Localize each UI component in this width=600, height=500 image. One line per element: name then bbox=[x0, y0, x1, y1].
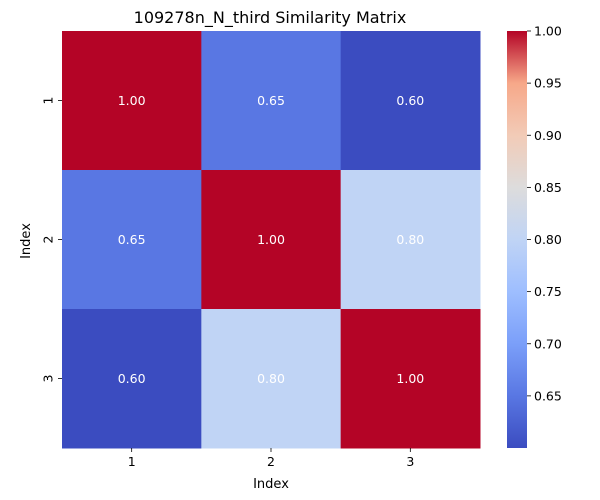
heatmap-cell bbox=[340, 309, 481, 449]
cell-value-label: 1.00 bbox=[396, 371, 424, 386]
colorbar-ticks: 1.00 0.95 0.90 0.85 0.80 0.75 0.70 0.65 bbox=[527, 24, 562, 403]
heatmap-cell bbox=[340, 31, 481, 171]
y-tick-label: 3 bbox=[40, 375, 55, 383]
cell-value-label: 1.00 bbox=[118, 93, 146, 108]
y-tick-label: 1 bbox=[40, 97, 55, 105]
x-tick-label: 2 bbox=[267, 454, 275, 469]
heatmap-cell bbox=[201, 170, 342, 310]
colorbar-tick-label: 0.75 bbox=[534, 284, 562, 299]
heatmap-cells: 1.00 0.65 0.60 0.65 1.00 0.80 0.60 0.80 1.00 bbox=[62, 31, 481, 449]
cell-value-label: 0.80 bbox=[396, 232, 424, 247]
cell-value-label: 0.65 bbox=[257, 93, 285, 108]
colorbar-tick-label: 0.95 bbox=[534, 76, 562, 91]
heatmap-cell bbox=[340, 170, 481, 310]
colorbar-tick-label: 1.00 bbox=[534, 24, 562, 39]
colorbar-tick-label: 0.65 bbox=[534, 388, 562, 403]
x-axis-label: Index bbox=[253, 477, 289, 492]
colorbar-tick-label: 0.70 bbox=[534, 336, 562, 351]
x-axis: 1 2 3 bbox=[128, 448, 414, 469]
colorbar-tick-label: 0.85 bbox=[534, 180, 562, 195]
heatmap-cell bbox=[62, 31, 202, 171]
y-axis: 1 2 3 bbox=[40, 97, 62, 383]
cell-value-label: 0.60 bbox=[118, 371, 146, 386]
cell-value-label: 0.65 bbox=[118, 232, 146, 247]
y-tick-label: 2 bbox=[40, 236, 55, 244]
colorbar-tick-label: 0.90 bbox=[534, 128, 562, 143]
y-axis-label: Index bbox=[19, 223, 34, 259]
colorbar: 1.00 0.95 0.90 0.85 0.80 0.75 0.70 0.65 bbox=[507, 24, 562, 448]
x-tick-label: 3 bbox=[406, 454, 414, 469]
cell-value-label: 0.80 bbox=[257, 371, 285, 386]
cell-value-label: 1.00 bbox=[257, 232, 285, 247]
colorbar-tick-label: 0.80 bbox=[534, 232, 562, 247]
heatmap-cell bbox=[62, 170, 202, 310]
cell-value-label: 0.60 bbox=[396, 93, 424, 108]
colorbar-gradient bbox=[507, 31, 527, 448]
heatmap-cell bbox=[201, 31, 342, 171]
heatmap-cell bbox=[62, 309, 202, 449]
chart-title: 109278n_N_third Similarity Matrix bbox=[134, 8, 407, 28]
heatmap-cell bbox=[201, 309, 342, 449]
x-tick-label: 1 bbox=[128, 454, 136, 469]
